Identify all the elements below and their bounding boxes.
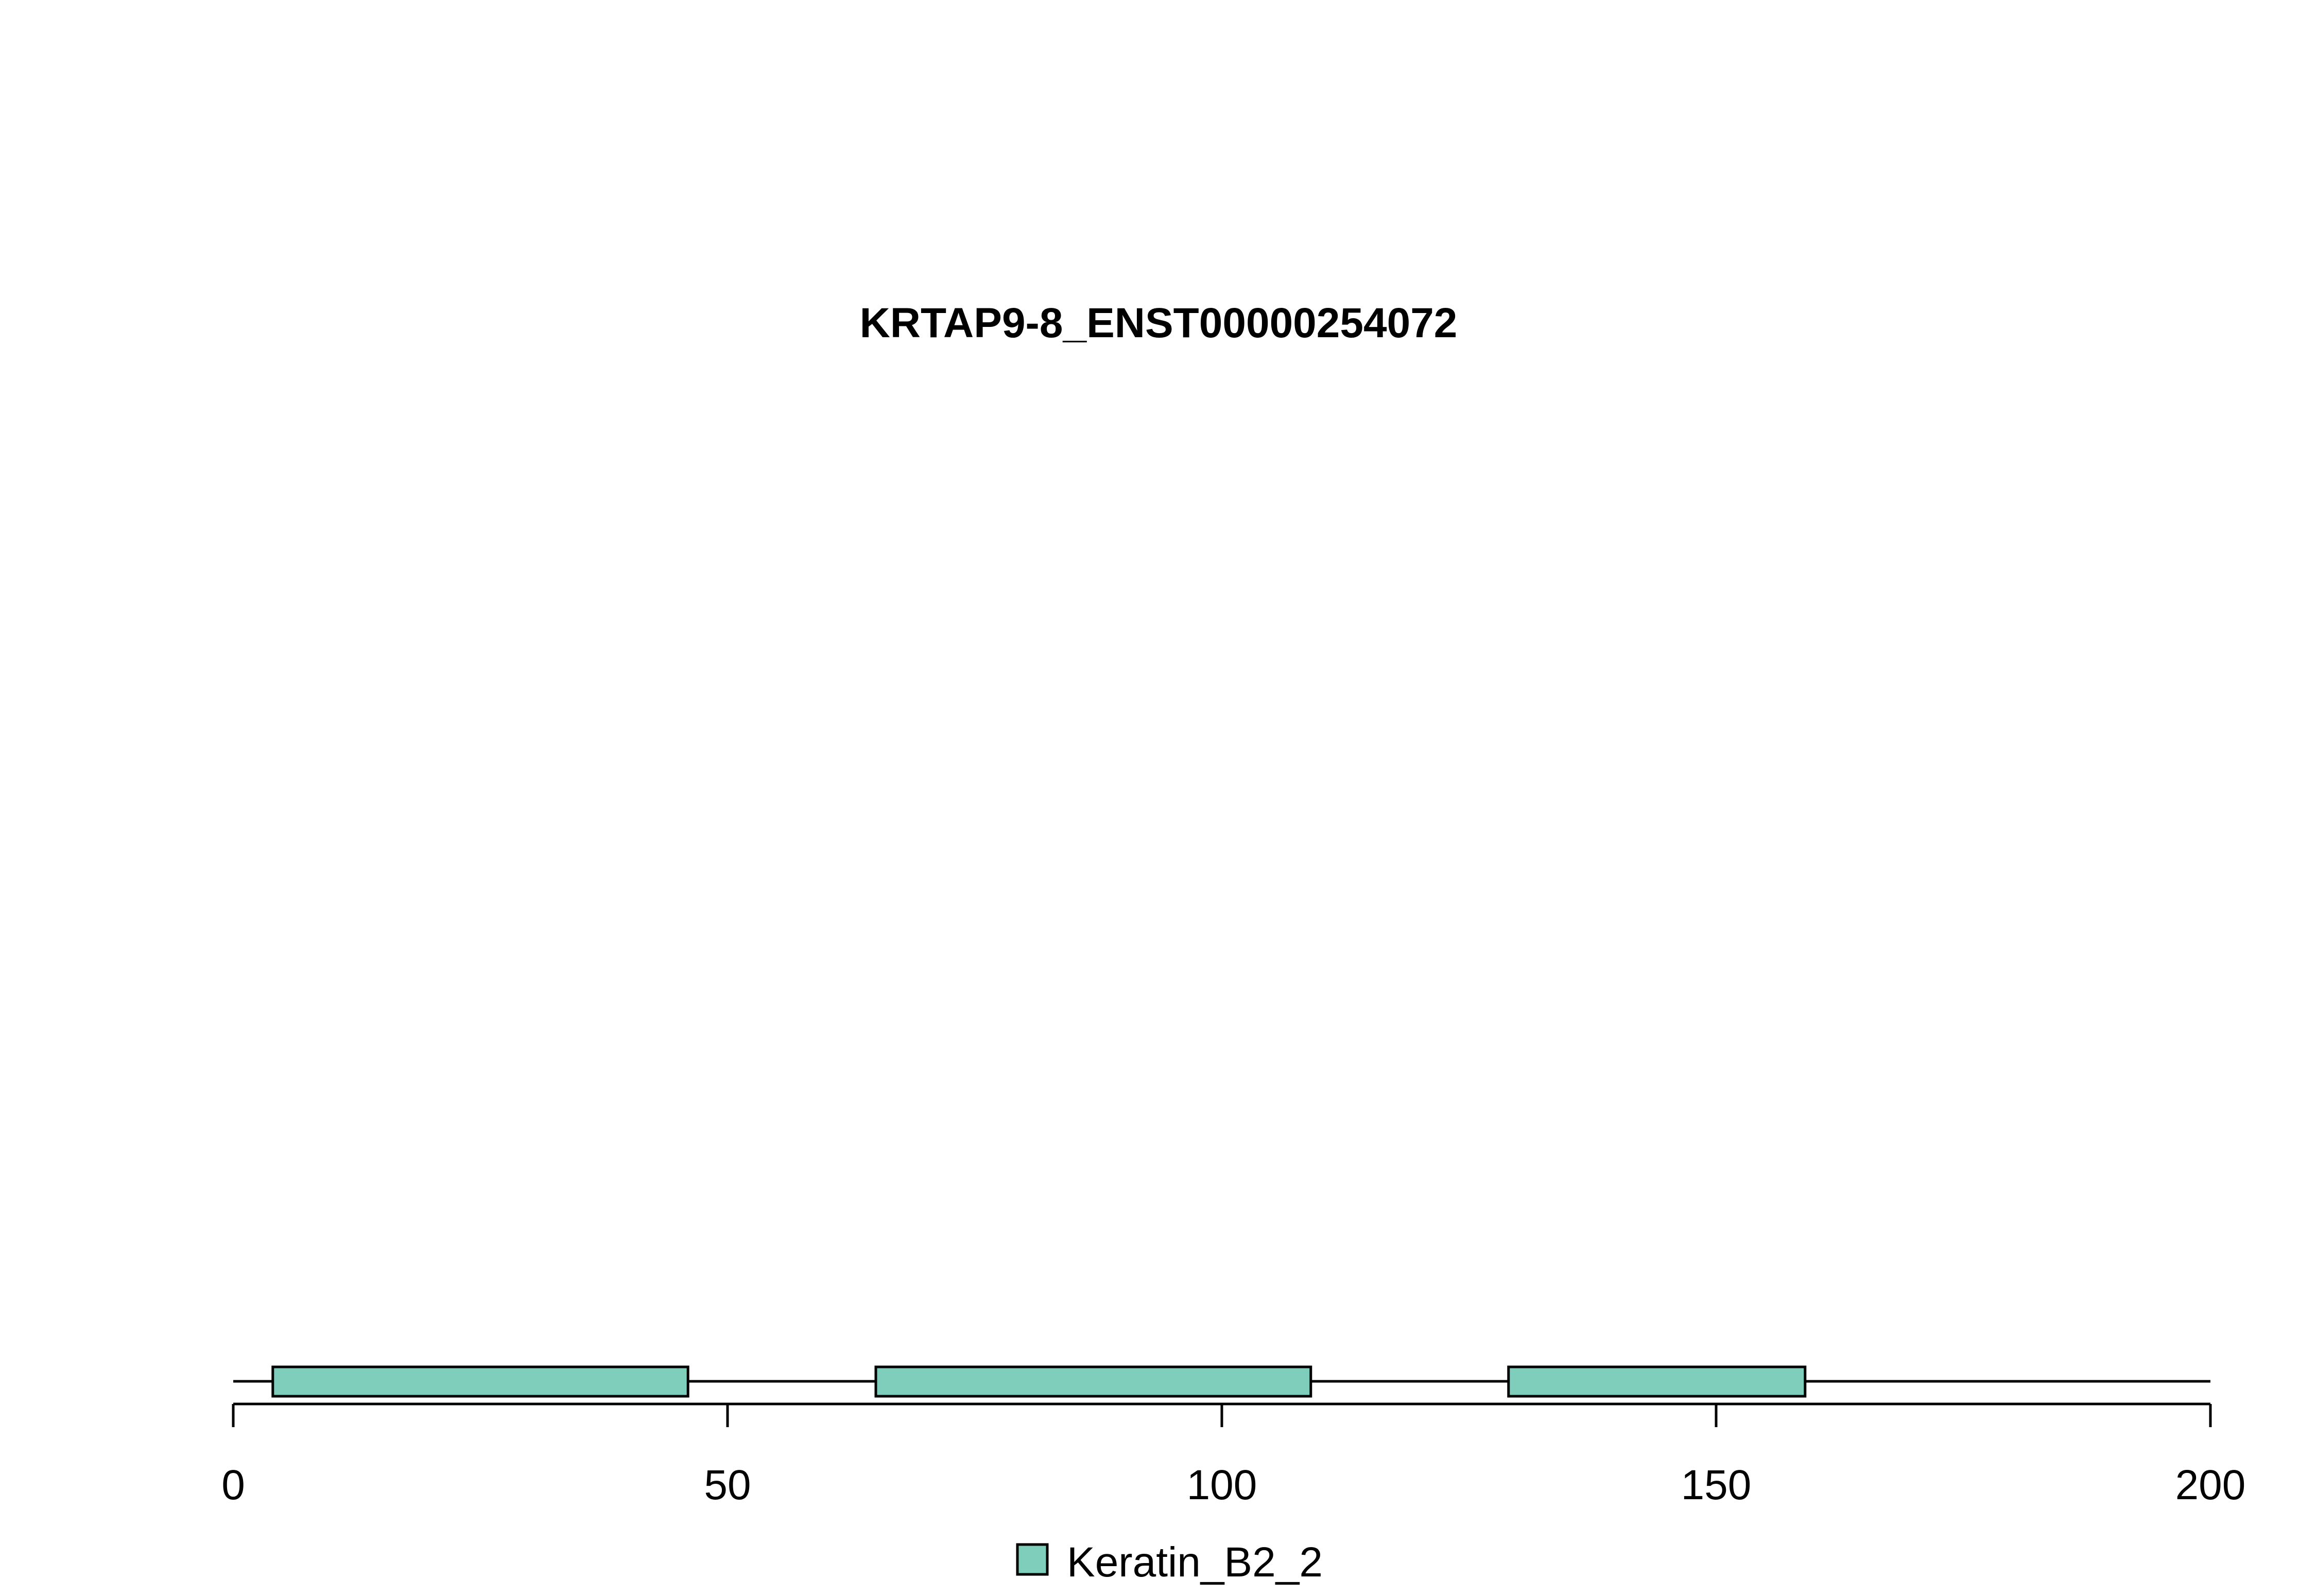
domain-layer — [271, 1365, 1807, 1398]
domain-box-3 — [1507, 1365, 1807, 1398]
x-tick-label-150: 150 — [1681, 1462, 1752, 1508]
x-tick-label-0: 0 — [221, 1462, 245, 1508]
x-axis: 0 50 100 150 200 — [221, 1402, 2246, 1508]
domain-box-2 — [874, 1365, 1312, 1398]
legend: Keratin_B2_2 — [1016, 1539, 1323, 1586]
x-tick-label-200: 200 — [2175, 1462, 2246, 1508]
legend-swatch-1 — [1016, 1543, 1049, 1576]
domain-box-1 — [271, 1365, 689, 1398]
legend-label-1: Keratin_B2_2 — [1067, 1539, 1323, 1586]
chart-title: KRTAP9-8_ENST00000254072 — [860, 300, 1458, 346]
x-tick-label-100: 100 — [1187, 1462, 1257, 1508]
x-tick-label-50: 50 — [704, 1462, 751, 1508]
